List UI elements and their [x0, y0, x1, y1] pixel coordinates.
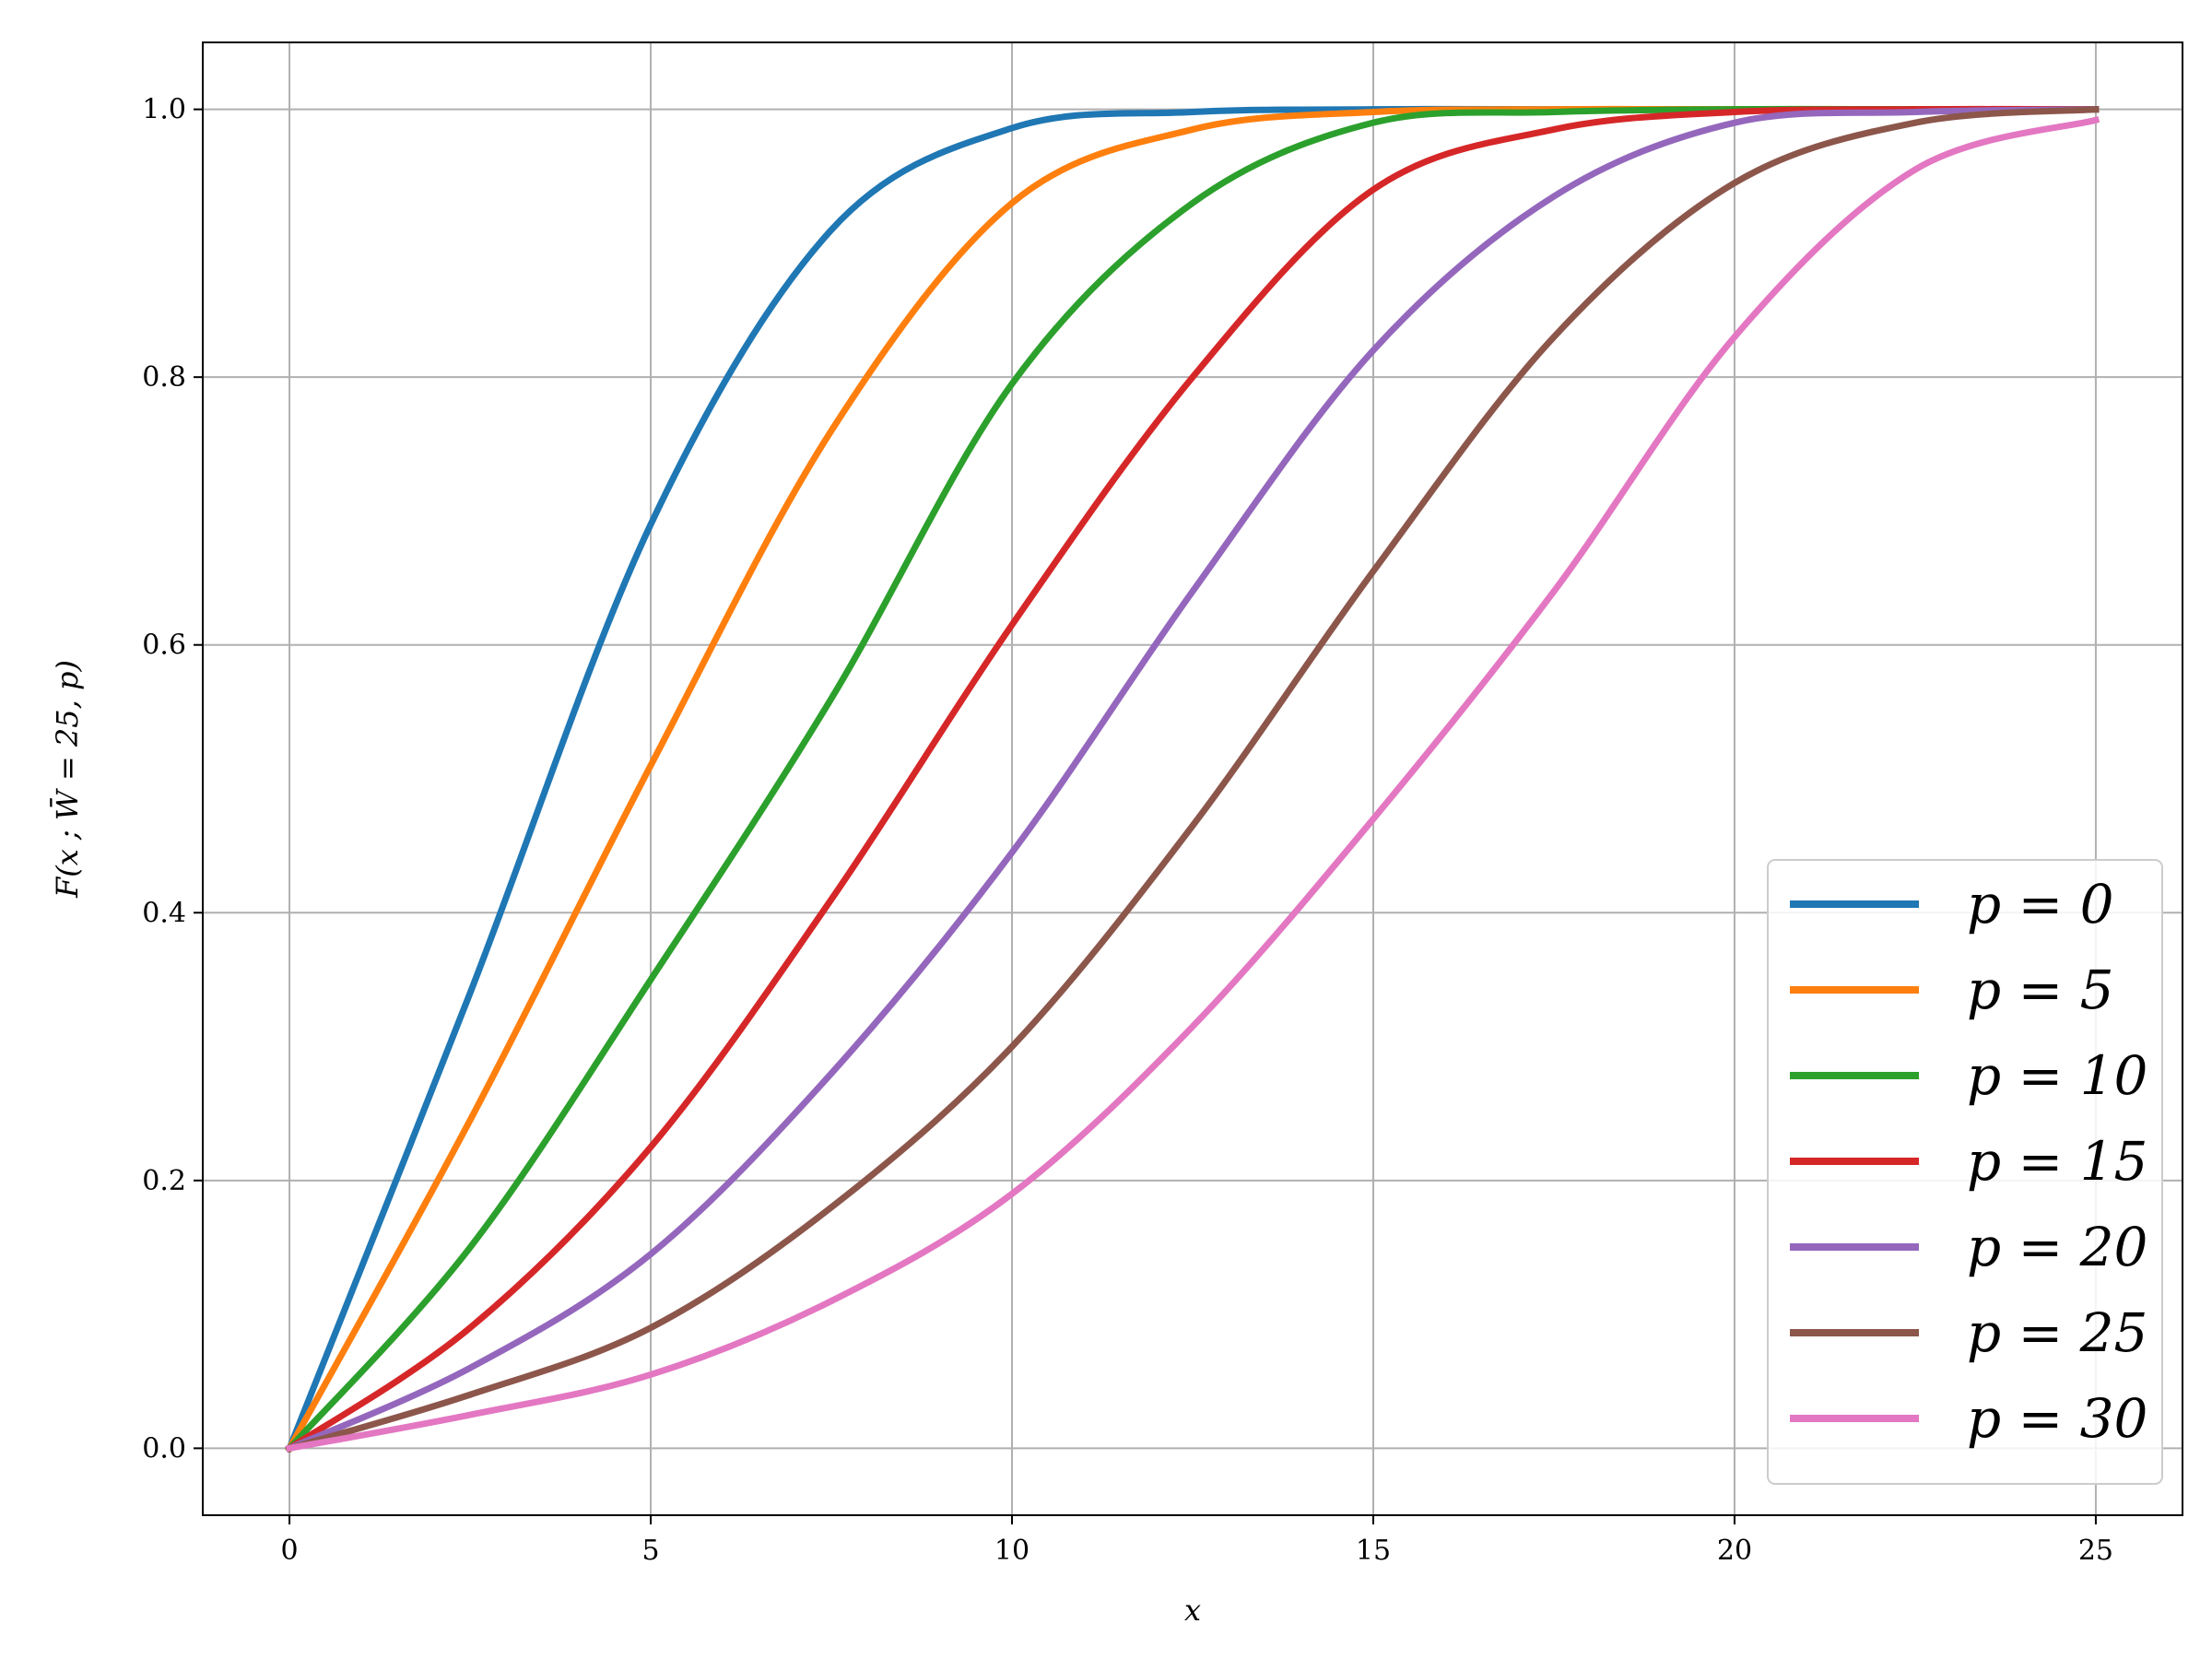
legend-label: p = 30 — [1967, 1387, 2147, 1450]
legend-label: p = 25 — [1967, 1301, 2147, 1364]
plot-frame — [202, 41, 2183, 1516]
series-line — [285, 105, 2100, 1453]
x-tick-label: 10 — [994, 1535, 1030, 1567]
series-line — [285, 106, 2100, 1453]
x-tick-label: 20 — [1717, 1535, 1752, 1567]
y-tick-label: 0.2 — [142, 1165, 186, 1197]
legend: p = 0 p = 5 p = 10 p = 15 p = 20 p = 25 p = 30 — [1767, 859, 2163, 1485]
legend-label: p = 5 — [1967, 959, 2114, 1021]
x-axis-label: x — [1184, 1593, 1201, 1628]
legend-label: p = 15 — [1967, 1130, 2147, 1193]
legend-label: p = 0 — [1967, 873, 2114, 935]
series-line — [285, 115, 2100, 1453]
series-line — [285, 105, 2100, 1453]
y-tick-label: 0.8 — [142, 361, 186, 394]
y-tick-label: 0.0 — [142, 1432, 186, 1465]
x-tick-label: 0 — [281, 1535, 299, 1567]
y-axis-label: F(x ; W̄ = 25, p) — [50, 660, 85, 899]
ticks: 0 5 10 15 20 25 0.0 0.2 0.4 0.6 0.8 1.0 — [142, 94, 2113, 1567]
series-lines — [285, 105, 2100, 1453]
y-tick-label: 0.4 — [142, 897, 186, 929]
legend-label: p = 20 — [1967, 1216, 2147, 1278]
y-tick-label: 0.6 — [142, 629, 186, 662]
x-tick-label: 15 — [1356, 1535, 1391, 1567]
y-tick-label: 1.0 — [142, 94, 186, 126]
legend-box — [1767, 859, 2163, 1485]
x-tick-label: 5 — [641, 1535, 659, 1567]
legend-label: p = 10 — [1967, 1044, 2147, 1107]
x-tick-label: 25 — [2078, 1535, 2113, 1567]
y-axis-label-text: F(x ; W̄ = 25, p) — [50, 660, 85, 899]
